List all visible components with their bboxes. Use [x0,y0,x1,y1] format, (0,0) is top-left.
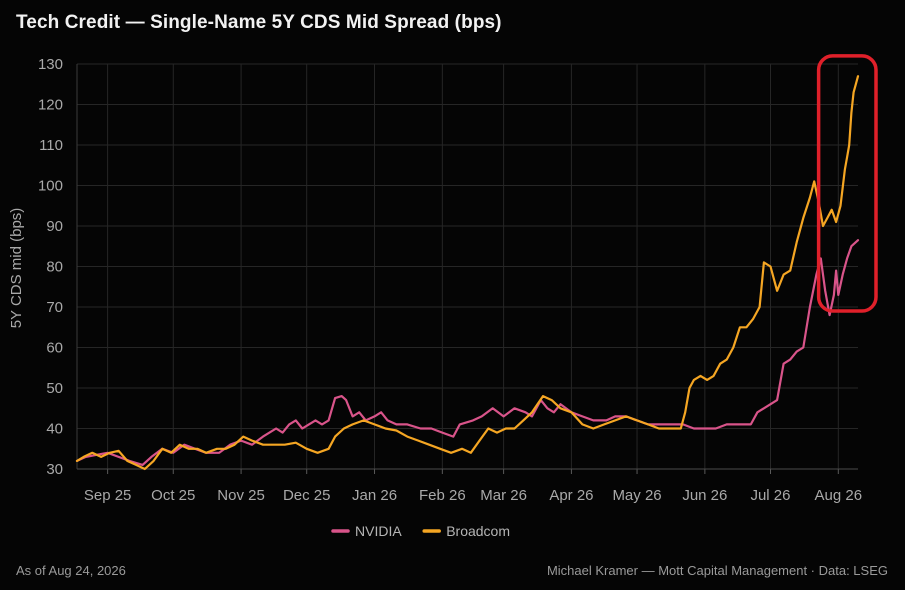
x-tick-label: Aug 26 [815,487,863,504]
y-tick-label: 110 [39,137,63,154]
x-tick-label: Feb 26 [419,487,466,504]
y-tick-label: 100 [38,178,63,195]
x-tick-label: Sep 25 [84,487,132,504]
y-tick-label: 40 [46,421,63,438]
x-tick-label: Mar 26 [480,487,527,504]
x-tick-label: Jun 26 [682,487,727,504]
x-tick-label: Apr 26 [549,487,593,504]
x-tick-label: Jan 26 [352,487,397,504]
x-tick-label: Dec 25 [283,487,331,504]
x-tick-label: Jul 26 [750,487,790,504]
chart-title: Tech Credit — Single-Name 5Y CDS Mid Spr… [16,12,502,33]
highlight-annotation [816,54,878,313]
series-line-broadcom [75,75,860,471]
y-tick-label: 130 [38,56,63,73]
legend: NVIDIA Broadcom [331,523,510,539]
y-tick-label: 90 [46,218,63,235]
x-tick-label: Nov 25 [217,487,265,504]
highlight-box [816,54,878,313]
x-tick-label: May 26 [612,487,661,504]
y-tick-label: 80 [46,259,63,276]
series-line-nvidia [75,239,860,466]
series-lines [75,75,860,471]
y-tick-label: 50 [46,380,63,397]
y-axis-label: 5Y CDS mid (bps) [8,208,25,329]
y-tick-label: 30 [46,461,63,478]
axes: 30 40 50 60 70 80 90 100 110 120 130 Sep 25 Oct 25 No… [38,56,862,504]
y-tick-label: 70 [46,299,63,316]
y-tick-label: 60 [46,340,63,357]
legend-label: Broadcom [446,523,510,539]
as-of-date: As of Aug 24, 2026 [16,563,126,578]
grid [77,63,858,470]
legend-label: NVIDIA [355,523,402,539]
credit-line: Michael Kramer — Mott Capital Management… [546,563,888,578]
y-tick-label: 120 [38,97,63,114]
x-tick-label: Oct 25 [151,487,195,504]
